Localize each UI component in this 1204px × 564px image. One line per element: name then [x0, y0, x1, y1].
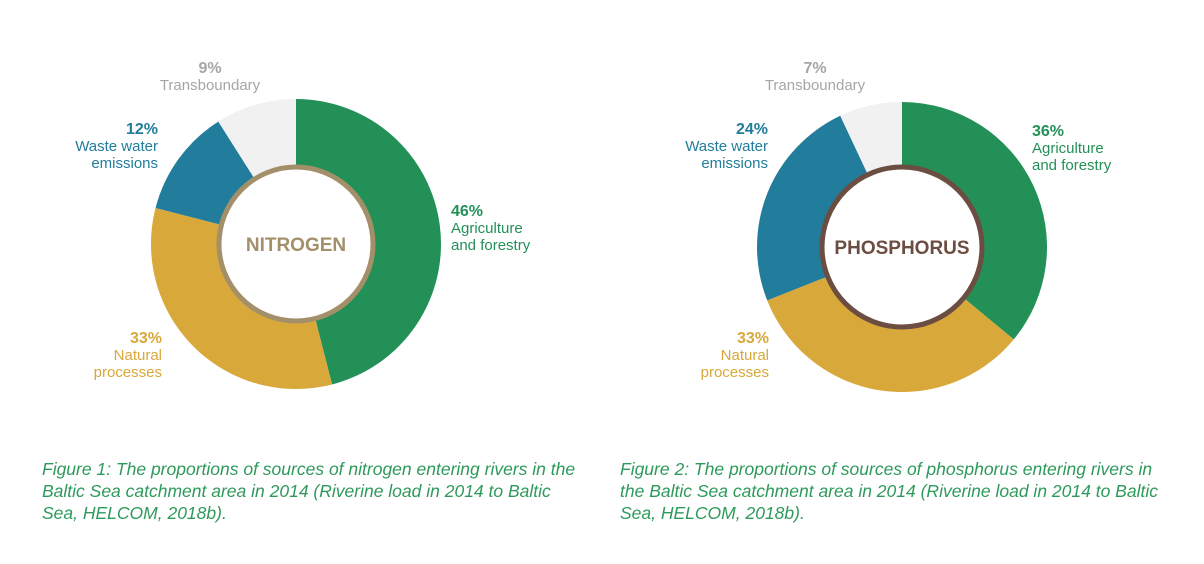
nitrogen-center-ring [216, 164, 376, 324]
nitrogen-name-natural: Natural processes [93, 347, 162, 381]
phosphorus-label-transboundary: 7% Transboundary [750, 60, 880, 94]
phosphorus-pct-natural: 33% [736, 330, 769, 347]
phosphorus-name-wastewater: Waste water emissions [685, 138, 768, 172]
phosphorus-pct-wastewater: 24% [735, 121, 768, 138]
nitrogen-pct-agriculture: 46% [451, 203, 484, 220]
figure-2-caption: Figure 2: The proportions of sources of … [620, 459, 1158, 523]
nitrogen-pct-wastewater: 12% [125, 121, 158, 138]
nitrogen-name-transboundary: Transboundary [159, 77, 261, 94]
nitrogen-label-agriculture: 46% Agriculture and forestry [451, 203, 561, 254]
nitrogen-donut-chart: NITROGEN [151, 99, 441, 389]
phosphorus-center-label: PHOSPHORUS [834, 238, 969, 259]
nitrogen-center-label: NITROGEN [246, 235, 346, 256]
nitrogen-name-wastewater: Waste water emissions [75, 138, 158, 172]
phosphorus-name-natural: Natural processes [700, 347, 769, 381]
phosphorus-center-ring [819, 164, 985, 330]
phosphorus-name-transboundary: Transboundary [764, 77, 866, 94]
nitrogen-pct-transboundary: 9% [198, 60, 222, 77]
nitrogen-pct-natural: 33% [129, 330, 162, 347]
phosphorus-panel: PHOSPHORUS 7% Transboundary 24% Waste wa… [600, 0, 1204, 564]
phosphorus-name-agriculture: Agriculture and forestry [1032, 140, 1112, 174]
phosphorus-pct-transboundary: 7% [803, 60, 827, 77]
phosphorus-donut-chart: PHOSPHORUS [757, 102, 1047, 393]
nitrogen-label-natural: 33% Natural processes [50, 330, 162, 381]
phosphorus-label-natural: 33% Natural processes [657, 330, 769, 381]
nitrogen-label-wastewater: 12% Waste water emissions [30, 121, 158, 172]
figure-1-caption: Figure 1: The proportions of sources of … [42, 459, 576, 523]
phosphorus-pct-agriculture: 36% [1032, 123, 1065, 140]
nitrogen-name-agriculture: Agriculture and forestry [451, 220, 531, 254]
nitrogen-panel: NITROGEN 9% Transboundary 12% Waste wate… [0, 0, 600, 564]
phosphorus-label-agriculture: 36% Agriculture and forestry [1032, 123, 1142, 174]
phosphorus-label-wastewater: 24% Waste water emissions [640, 121, 768, 172]
nitrogen-label-transboundary: 9% Transboundary [150, 60, 270, 94]
